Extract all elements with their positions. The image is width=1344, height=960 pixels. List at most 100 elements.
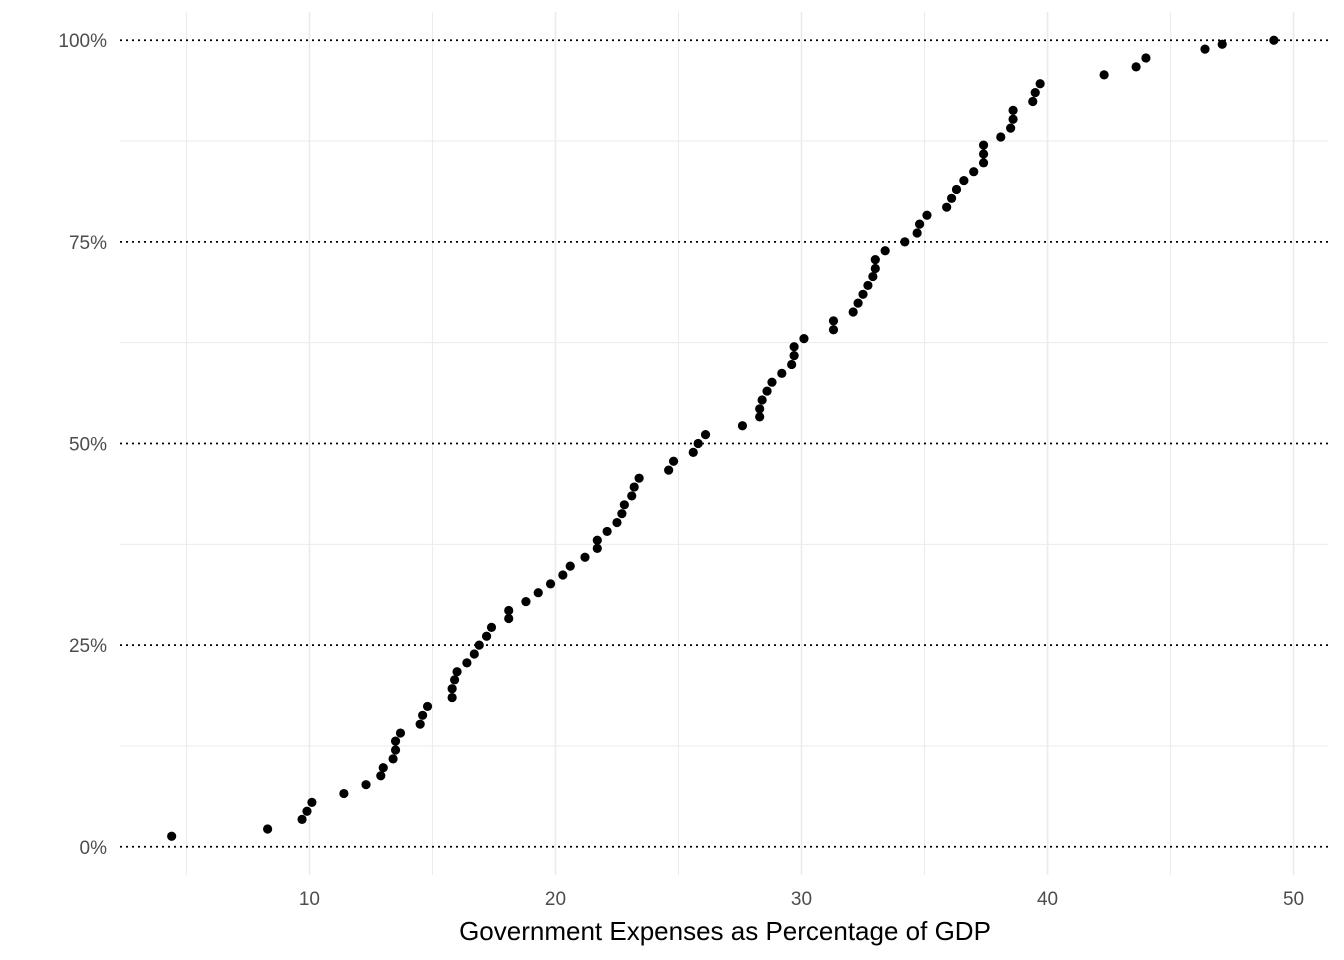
- y-tick-label: 0%: [80, 838, 108, 859]
- data-point: [302, 806, 312, 816]
- data-point: [853, 298, 863, 308]
- x-tick-label: 20: [545, 889, 566, 910]
- data-point: [914, 219, 925, 229]
- data-point: [619, 500, 629, 510]
- x-axis-title: Government Expenses as Percentage of GDP: [459, 916, 991, 946]
- data-point: [378, 763, 388, 773]
- data-point: [922, 210, 932, 220]
- data-point: [474, 640, 484, 650]
- data-point: [504, 605, 514, 616]
- data-point: [263, 824, 273, 834]
- data-point: [969, 167, 979, 177]
- data-point: [627, 491, 637, 501]
- data-point: [297, 814, 307, 824]
- data-point: [521, 596, 531, 607]
- data-point: [533, 588, 543, 598]
- data-point: [737, 421, 748, 431]
- data-point: [978, 158, 989, 168]
- x-tick-label: 50: [1283, 889, 1304, 910]
- y-tick-label: 50%: [69, 435, 107, 456]
- data-point: [668, 456, 679, 466]
- data-point: [942, 202, 952, 212]
- data-point: [951, 184, 962, 195]
- data-point: [959, 175, 969, 186]
- data-point: [167, 831, 177, 841]
- data-point: [828, 316, 839, 326]
- data-point: [799, 334, 809, 344]
- data-point: [481, 631, 492, 641]
- data-point: [1217, 39, 1227, 49]
- data-point: [858, 289, 868, 299]
- data-point: [978, 149, 989, 159]
- data-point: [762, 386, 772, 396]
- data-point: [828, 325, 839, 335]
- data-point: [755, 404, 765, 414]
- data-point: [388, 754, 398, 764]
- data-point: [1006, 123, 1016, 133]
- data-point: [602, 526, 612, 537]
- data-point: [996, 132, 1006, 142]
- data-point: [580, 552, 590, 562]
- data-point: [789, 342, 799, 352]
- data-point: [1008, 114, 1018, 124]
- data-point: [1008, 105, 1018, 115]
- data-point: [1131, 62, 1141, 72]
- data-point: [634, 473, 644, 483]
- data-point: [612, 517, 622, 528]
- data-point: [912, 228, 922, 238]
- data-point: [848, 307, 858, 317]
- data-point: [486, 622, 497, 632]
- data-point: [469, 649, 479, 659]
- data-point: [664, 465, 674, 475]
- data-point: [390, 745, 401, 755]
- data-point: [462, 658, 472, 668]
- data-point: [390, 736, 401, 746]
- data-point: [592, 543, 602, 553]
- data-point: [545, 579, 556, 589]
- data-point: [1028, 96, 1038, 107]
- data-point: [376, 771, 386, 781]
- x-tick-label: 40: [1037, 889, 1058, 910]
- data-point: [422, 701, 433, 712]
- data-point: [592, 535, 602, 545]
- data-point: [558, 570, 568, 580]
- data-point: [688, 447, 698, 457]
- data-point: [1099, 70, 1109, 80]
- x-tick-label: 30: [791, 889, 812, 910]
- data-point: [418, 710, 428, 720]
- data-point: [447, 684, 457, 694]
- y-axis-tick-labels: 0% 25% 50% 75% 100%: [58, 31, 107, 859]
- data-point: [1200, 44, 1210, 54]
- data-point: [755, 412, 765, 422]
- data-point: [361, 780, 371, 790]
- data-point: [880, 246, 890, 256]
- data-point: [787, 359, 797, 370]
- data-point: [900, 237, 910, 247]
- x-tick-label: 10: [299, 889, 320, 910]
- data-point: [1269, 35, 1279, 45]
- data-point: [757, 395, 767, 405]
- major-gridlines: [120, 12, 1328, 875]
- data-point: [700, 430, 711, 440]
- data-point: [452, 667, 462, 677]
- data-point: [415, 719, 425, 729]
- data-point: [617, 509, 627, 519]
- data-point: [777, 368, 787, 378]
- data-point: [870, 263, 880, 274]
- data-point: [395, 728, 406, 738]
- data-point: [449, 675, 460, 685]
- data-point: [863, 280, 873, 291]
- data-point: [307, 797, 317, 808]
- data-point: [978, 140, 989, 150]
- data-point: [870, 255, 880, 265]
- data-point: [868, 271, 878, 282]
- y-tick-label: 100%: [58, 31, 107, 52]
- data-point: [1030, 88, 1040, 98]
- data-point: [767, 377, 777, 387]
- data-point: [1141, 53, 1151, 63]
- data-point: [789, 350, 799, 361]
- data-points: [167, 35, 1279, 841]
- data-point: [504, 613, 514, 624]
- data-point: [629, 482, 639, 492]
